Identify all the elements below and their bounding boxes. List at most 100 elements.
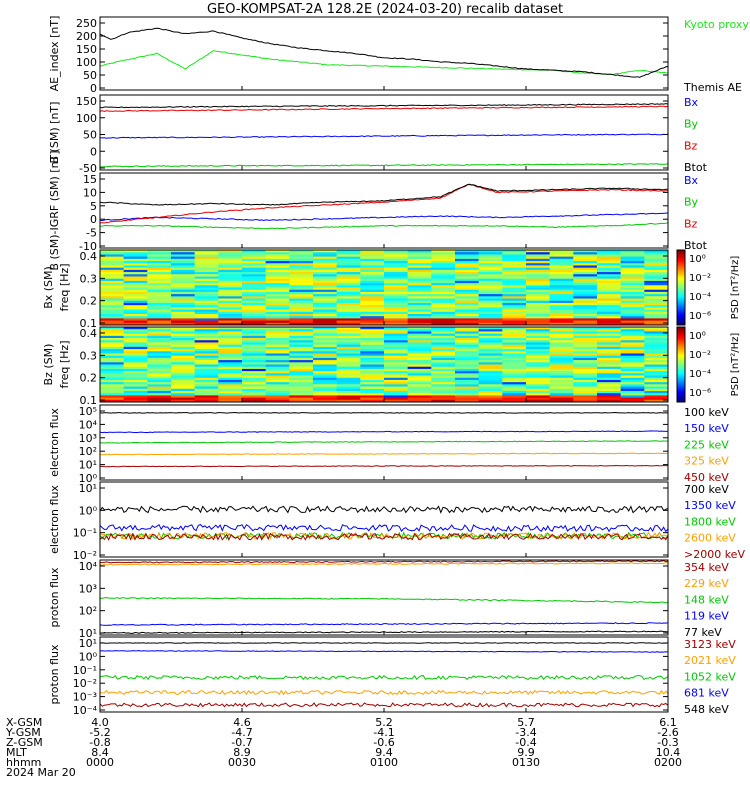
spectrogram-cell [171,368,196,372]
spectrogram-cell [384,393,409,396]
spectrogram-cell [384,287,409,291]
spectrogram-cell [455,366,480,370]
spectrogram-cell [336,375,361,379]
spectrogram-cell [242,393,267,396]
spectrogram-cell [549,388,574,392]
spectrogram-cell [265,272,290,275]
spectrogram-cell [644,256,669,260]
spectrogram-cell [265,335,290,339]
spectrogram-cell [218,335,243,339]
spectrogram-cell [171,382,196,385]
spectrogram-cell [171,342,196,346]
spectrogram-cell [431,333,456,337]
spectrogram-cell [123,371,148,374]
spectrogram-cell [147,346,172,350]
spectrogram-cell [431,397,456,401]
spectrogram-cell [123,388,148,392]
spectrogram-cell [549,360,574,363]
spectrogram-cell [265,305,290,308]
spectrogram-cell [123,355,148,359]
spectrogram-cell [407,331,432,335]
spectrogram-cell [620,252,645,255]
spectrogram-cell [573,296,598,300]
colorbar-tick-label: 10⁻⁴ [689,292,711,303]
spectrogram-cell [431,316,456,319]
spectrogram-cell [526,331,551,335]
spectrogram-cell [313,355,338,359]
spectrogram-cell [549,250,574,253]
spectrogram-cell [147,368,172,372]
spectrogram-cell [100,261,125,264]
colorbar-tick-label: 10⁻⁶ [689,311,711,322]
spectrogram-cell [526,316,551,319]
spectrogram-cell [242,331,267,335]
spectrogram-cell [549,274,574,277]
spectrogram-cell [573,366,598,370]
spectrogram-cell [218,344,243,348]
spectrogram-cell [526,397,551,401]
spectrogram-cell [597,329,622,332]
y-tick-label: 5 [90,200,97,213]
series-line [99,49,669,76]
spectrogram-cell [620,331,645,335]
spectrogram-cell [502,252,527,255]
spectrogram-cell [407,353,432,357]
spectrogram-cell [549,311,574,315]
y-tick-label: 10⁻⁴ [73,704,98,717]
spectrogram-cell [502,377,527,381]
spectrogram-cell [313,291,338,295]
colorbar-swatch [677,400,685,403]
spectrogram-cell [644,300,669,304]
spectrogram-cell [123,278,148,282]
spectrogram-cell [289,291,314,295]
ephemeris-row-label: Z-GSM [6,736,43,749]
spectrogram-cell [526,351,551,354]
spectrogram-cell [455,386,480,390]
spectrogram-cell [313,269,338,273]
spectrogram-cell [597,331,622,335]
spectrogram-cell [620,258,645,262]
spectrogram-cell [620,302,645,306]
spectrogram-cell [360,261,385,264]
colorbar-swatch [677,311,685,315]
spectrogram-cell [242,346,267,350]
spectrogram-cell [265,329,290,332]
spectrogram-cell [407,362,432,365]
spectrogram-cell [644,320,669,324]
spectrogram-cell [194,278,219,282]
spectrogram-cell [171,377,196,381]
spectrogram-cell [573,353,598,357]
spectrogram-cell [502,289,527,293]
spectrogram-cell [123,399,148,403]
spectrogram-cell [549,351,574,354]
spectrogram-cell [289,382,314,385]
spectrogram-cell [218,296,243,300]
colorbar-tick-label: 10⁻⁴ [689,369,711,380]
spectrogram-cell [360,327,385,330]
spectrogram-cell [573,360,598,363]
ephemeris-row-label: 2024 Mar 20 [6,766,76,779]
spectrogram-cell [573,368,598,372]
spectrogram-cell [597,322,622,326]
spectrogram-cell [620,386,645,390]
spectrogram-cell [289,296,314,300]
spectrogram-cell [147,269,172,273]
spectrogram-cell [313,379,338,383]
spectrogram-cell [549,390,574,394]
spectrogram-cell [100,252,125,255]
spectrogram-cell [218,267,243,271]
spectrogram-cell [100,302,125,306]
colorbar-swatch [677,310,685,313]
spectrogram-cell [455,368,480,372]
spectrogram-cell [644,379,669,383]
spectrogram-cell [123,300,148,304]
y-axis-label: B (SM)-IGRF (SM) [nT] [48,150,61,270]
spectrogram-cell [620,362,645,365]
spectrogram-cell [478,399,503,403]
spectrogram-cell [313,338,338,341]
spectrogram-cell [644,305,669,308]
spectrogram-cell [644,338,669,341]
spectrogram-cell [407,333,432,337]
ephemeris-value: -4.7 [231,726,252,739]
spectrogram-cell [313,300,338,304]
